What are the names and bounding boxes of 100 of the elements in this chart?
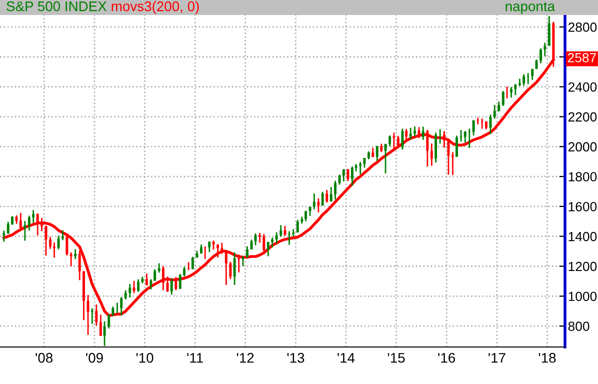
y-tick-label: 2200	[568, 112, 597, 122]
candlestick	[280, 224, 282, 238]
y-tick-label: 1800	[568, 172, 597, 182]
candlestick	[430, 142, 433, 166]
candlestick	[137, 278, 140, 293]
candlestick	[78, 250, 81, 281]
candlestick	[32, 209, 35, 224]
candlestick	[346, 168, 350, 182]
annotation: 2587	[568, 53, 596, 62]
candlestick	[49, 236, 52, 250]
candlestick	[284, 225, 286, 237]
candlestick	[108, 313, 110, 330]
y-tick-label: 800	[568, 322, 590, 331]
candlestick	[150, 278, 152, 290]
candlestick	[472, 119, 475, 136]
candlestick	[216, 244, 220, 258]
candlestick	[124, 290, 127, 300]
x-tick-label: '09	[86, 352, 103, 363]
candlestick	[456, 134, 458, 158]
candlestick	[506, 86, 508, 99]
candlestick	[66, 234, 68, 256]
candlestick	[28, 215, 30, 232]
y-tick-label: 1400	[568, 232, 597, 242]
chart-title: S&P 500 INDEX	[6, 1, 107, 12]
candlestick	[514, 83, 517, 96]
candlestick	[535, 58, 538, 70]
candlestick	[242, 255, 244, 267]
candlestick	[170, 278, 173, 296]
candlestick	[342, 168, 345, 182]
candlestick	[95, 304, 98, 326]
candlestick	[271, 236, 274, 248]
candlestick	[174, 276, 178, 291]
x-tick-label: '14	[338, 353, 355, 363]
candlestick	[422, 126, 424, 141]
candlestick	[128, 283, 132, 298]
candlestick	[350, 166, 354, 187]
y-tick-label: 1200	[568, 262, 597, 272]
y-tick-label: 2000	[568, 142, 597, 152]
candlestick	[409, 127, 412, 140]
candlestick	[262, 233, 266, 254]
candlestick	[502, 90, 504, 107]
candlestick	[452, 151, 454, 176]
candlestick	[498, 100, 500, 112]
candlestick	[191, 256, 194, 270]
candlestick	[326, 189, 328, 204]
candlestick	[476, 116, 480, 126]
candlestick	[61, 230, 64, 241]
candlestick	[6, 220, 10, 235]
candlestick	[132, 280, 136, 294]
candlestick	[178, 273, 182, 290]
candlestick	[145, 272, 148, 286]
candlestick	[447, 139, 450, 176]
candlestick	[401, 128, 404, 150]
candlestick	[90, 308, 94, 325]
candlestick	[166, 276, 169, 293]
candlestick	[334, 180, 336, 200]
candlestick	[384, 143, 387, 174]
candlestick	[57, 235, 60, 250]
candlestick	[2, 230, 6, 242]
candlestick	[99, 314, 102, 336]
x-tick-label: '17	[488, 353, 506, 363]
candlestick	[438, 128, 442, 144]
candlestick	[112, 306, 114, 317]
candlestick	[338, 174, 341, 186]
candlestick	[220, 242, 224, 255]
x-tick-label: '11	[187, 353, 203, 363]
candlestick	[330, 186, 332, 202]
x-tick-label: '10	[136, 352, 154, 363]
candlestick	[224, 250, 228, 286]
candlestick	[510, 86, 513, 98]
candlestick	[158, 262, 160, 274]
y-tick-label: 1600	[568, 202, 597, 212]
candlestick	[376, 145, 378, 162]
candlestick	[275, 232, 278, 244]
candlestick	[426, 129, 429, 168]
candlestick	[103, 320, 106, 347]
candlestick	[308, 206, 312, 217]
candlestick	[317, 198, 320, 214]
x-tick-label: '18	[538, 352, 556, 363]
candlestick	[120, 296, 123, 316]
candlestick	[434, 132, 438, 164]
candlestick	[405, 128, 408, 142]
candlestick	[464, 130, 466, 144]
candlestick	[321, 191, 324, 206]
text: movs3(200, 0)	[112, 1, 199, 14]
candlestick	[183, 266, 186, 278]
candlestick	[312, 192, 316, 210]
candlestick	[53, 242, 56, 258]
candlestick	[233, 252, 236, 286]
candlestick	[392, 132, 396, 152]
candlestick	[154, 268, 156, 282]
candlestick	[548, 15, 550, 46]
candlestick	[526, 72, 530, 85]
candlestick	[258, 232, 262, 244]
candlestick	[493, 104, 496, 120]
candlestick	[86, 294, 90, 336]
y-tick-label: 2800	[568, 22, 597, 32]
candlestick	[480, 118, 484, 130]
candlestick	[40, 217, 43, 232]
candlestick	[540, 48, 542, 64]
